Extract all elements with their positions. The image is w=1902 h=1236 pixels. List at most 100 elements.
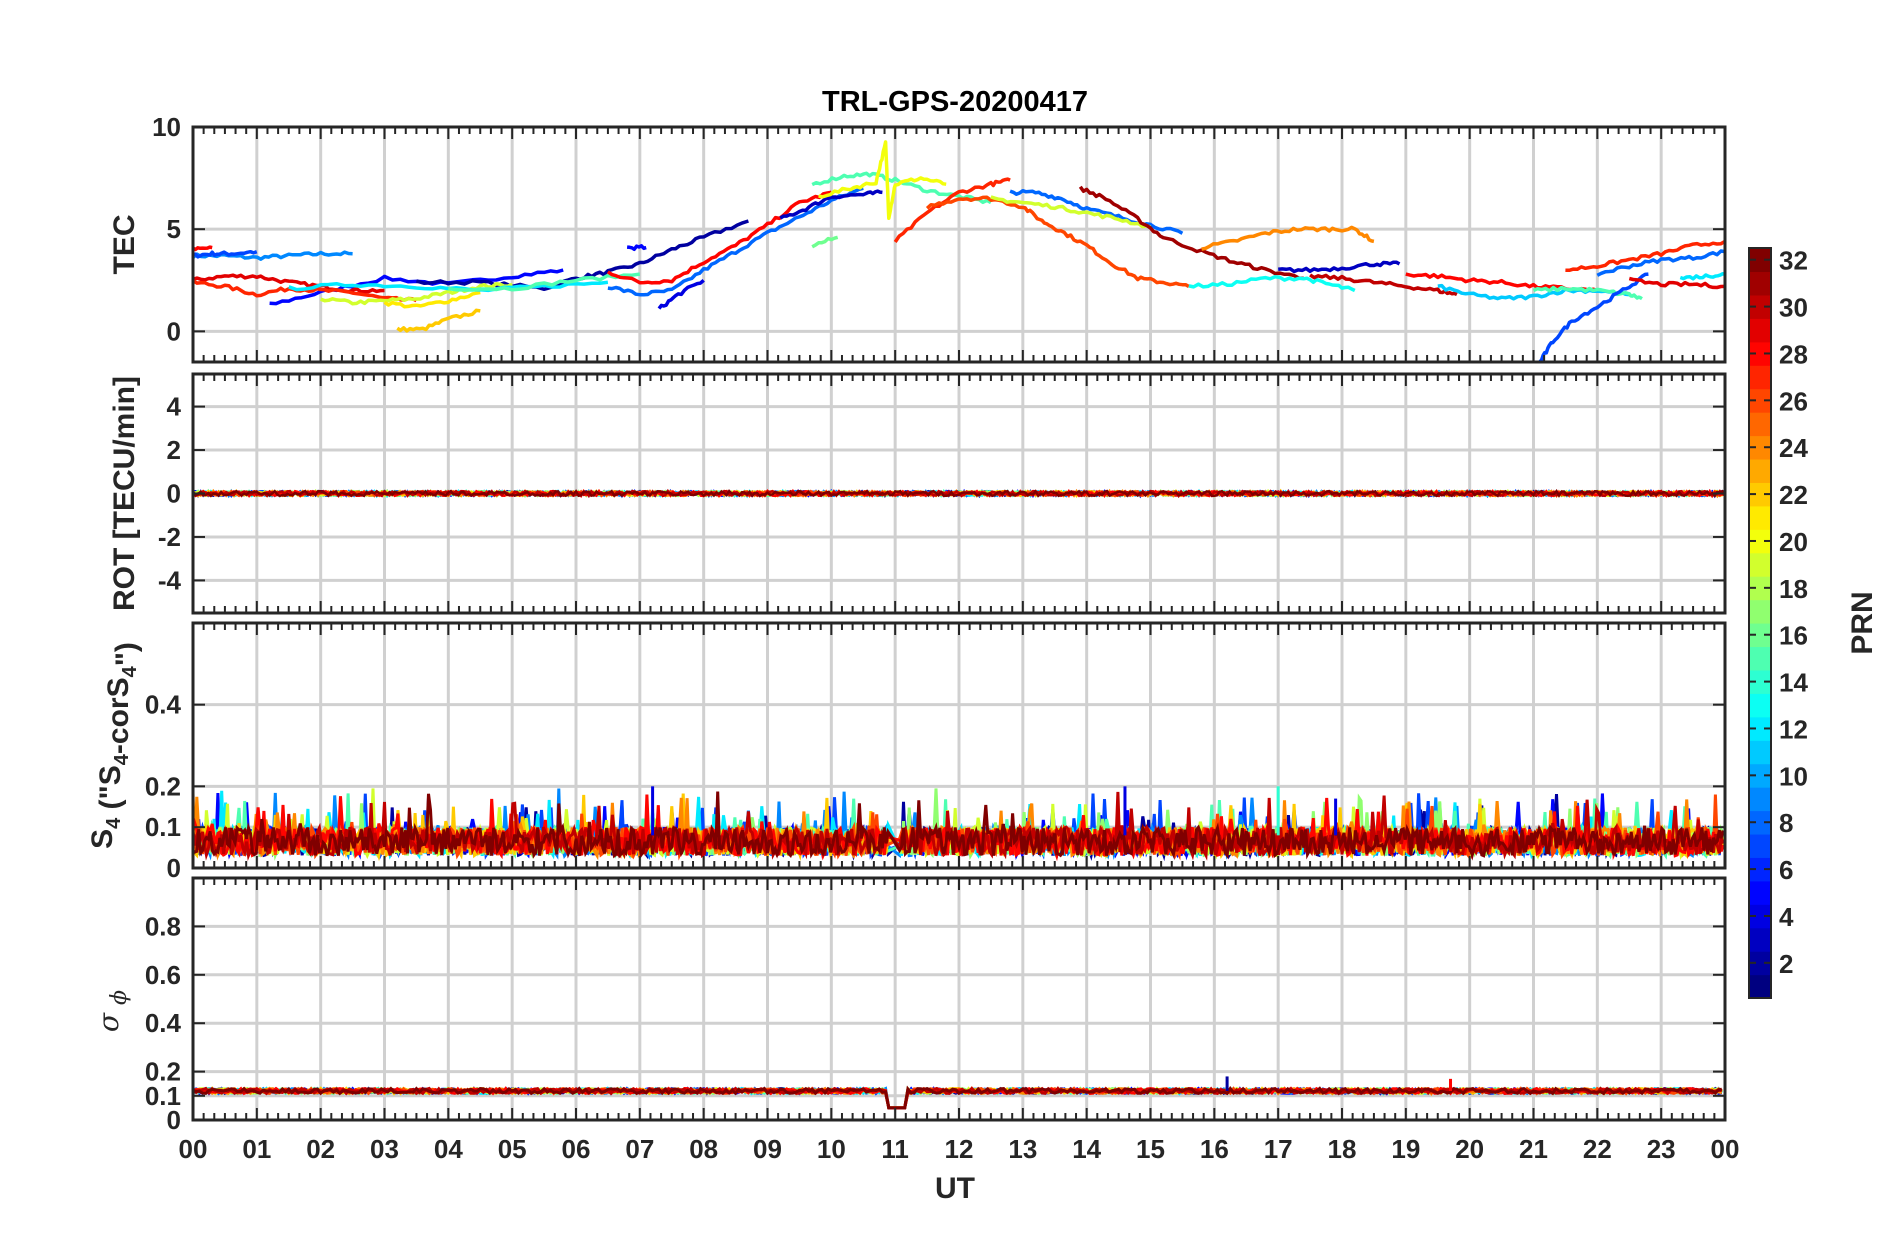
colorbar-swatch-prn-16: [1749, 623, 1771, 648]
tec-series-prn-7-1: [193, 249, 258, 259]
axis-ticks-s4: [192, 623, 1726, 869]
colorbar-swatch-prn-18: [1749, 576, 1771, 601]
colorbar-swatch-prn-11: [1749, 740, 1771, 765]
tec-series-prn-28-2: [193, 245, 213, 252]
colorbar-swatch-prn-5: [1749, 880, 1771, 905]
y-tick-label-sigphi: 0: [167, 1105, 181, 1135]
tec-series-prn-3-27: [1278, 260, 1401, 274]
tec-series-prn-15-11: [448, 272, 641, 292]
colorbar-swatch-prn-17: [1749, 599, 1771, 624]
colorbar-label: PRN: [1846, 591, 1879, 654]
y-tick-label-sigphi: 0.4: [145, 1008, 182, 1038]
x-tick-label: 11: [881, 1134, 909, 1164]
y-tick-label-sigphi: 0.1: [145, 1081, 181, 1111]
x-tick-label: 06: [562, 1134, 591, 1164]
chart-title: TRL-GPS-20200417: [822, 86, 1088, 118]
colorbar-tick-label: 30: [1779, 293, 1808, 323]
x-tick-label: 23: [1647, 1134, 1676, 1164]
y-tick-label-rot: 0: [167, 479, 181, 509]
colorbar-swatch-prn-20: [1749, 529, 1771, 554]
x-tick-label: 04: [434, 1134, 463, 1164]
y-axis-label-sigphi: σϕ: [92, 990, 132, 1032]
x-tick-label: 10: [817, 1134, 846, 1164]
tec-series-prn-19-7: [320, 281, 513, 306]
data-tec: [193, 140, 1725, 362]
tec-series-prn-15-31: [1532, 285, 1643, 301]
y-tick-label-rot: 4: [167, 392, 182, 422]
panel-sigphi: 00.10.2 0.4 0.6 0.8 σϕ: [92, 876, 1727, 1135]
tec-series-prn-15-17: [811, 171, 992, 205]
colorbar-swatch-prn-27: [1749, 365, 1771, 390]
colorbar-tick-label: 32: [1779, 246, 1808, 276]
sigphi-series-prn-32: [193, 1085, 1723, 1110]
tec-series-prn-24-25: [1201, 225, 1375, 251]
tec-series-prn-28-13: [606, 190, 832, 285]
rot-series-prn-30: [193, 488, 1725, 499]
x-tick-label: 12: [945, 1134, 974, 1164]
tec-series-prn-27-34: [1565, 239, 1725, 273]
colorbar-tick-label: 4: [1779, 902, 1794, 932]
x-tick-label: 21: [1519, 1134, 1548, 1164]
x-tick-label: 00: [1711, 1134, 1740, 1164]
tec-series-prn-16-18: [811, 235, 839, 249]
colorbar-swatch-prn-9: [1749, 787, 1771, 812]
tec-series-prn-22-9: [396, 308, 481, 333]
tec-series-prn-13-26: [1188, 275, 1356, 293]
y-tick-label-sigphi: 0.2: [145, 1057, 181, 1087]
colorbar-swatch-prn-23: [1749, 458, 1771, 483]
grid-sigphi: [191, 878, 1727, 1122]
colorbar-tick-label: 14: [1779, 668, 1808, 698]
x-tick-labels: 00 01 02 03 04 05 06 07 08 09 10 11 12 13 14 15 16 17 18 19…: [179, 1134, 1740, 1164]
y-axis-label-tec: TEC: [108, 215, 141, 275]
y-tick-label-rot: 2: [167, 435, 181, 465]
tec-series-prn-19-23: [990, 195, 1152, 229]
colorbar-tick-label: 12: [1779, 714, 1808, 744]
x-tick-label: 02: [306, 1134, 335, 1164]
y-tick-label-sigphi: 0.8: [145, 911, 181, 941]
tec-series-prn-27-20: [893, 177, 1011, 243]
y-axis-label-rot: ROT [TECU/min]: [108, 376, 141, 611]
x-tick-label: 07: [625, 1134, 654, 1164]
x-tick-label: 18: [1328, 1134, 1357, 1164]
data-sigphi: [193, 1076, 1723, 1110]
x-axis-label: UT: [935, 1172, 975, 1205]
s4-series-prn-32: [193, 791, 1725, 861]
colorbar-swatch-prn-1: [1749, 974, 1771, 999]
colorbar-tick-label: 8: [1779, 808, 1793, 838]
colorbar-tick-label: 6: [1779, 855, 1793, 885]
colorbar-swatch-prn-4: [1749, 904, 1771, 929]
colorbar-swatch-prn-26: [1749, 388, 1771, 413]
tec-series-prn-31-24: [1078, 185, 1304, 280]
x-tick-label: 15: [1136, 1134, 1165, 1164]
colorbar-frame: [1748, 247, 1772, 999]
tec-series-prn-8-12: [607, 186, 864, 297]
colorbar-tick-label: 18: [1779, 574, 1808, 604]
colorbar-swatch-prn-30: [1749, 294, 1771, 319]
colorbar-swatch-prn-14: [1749, 669, 1771, 694]
data-s4: [193, 786, 1725, 862]
panel-rot: -4 -2 0 2 4 ROT [TECU/min]: [108, 372, 1727, 615]
x-tick-label: 14: [1072, 1134, 1101, 1164]
colorbar-swatch-prn-19: [1749, 552, 1771, 577]
data-rot: [193, 488, 1725, 499]
tec-series-prn-29-35: [1628, 276, 1725, 290]
tec-series-prn-7-32: [1538, 272, 1649, 362]
y-tick-label-s4: 0.4: [145, 690, 182, 720]
colorbar-swatch-prn-21: [1749, 505, 1771, 530]
panel-tec: 0 5 10 TEC: [108, 112, 1727, 364]
tec-series-prn-29-5: [193, 273, 385, 294]
axis-ticks-sigphi: [192, 878, 1726, 1121]
colorbar-swatch-prn-28: [1749, 341, 1771, 366]
x-tick-label: 00: [179, 1134, 208, 1164]
x-tick-label: 01: [242, 1134, 271, 1164]
x-tick-label: 20: [1455, 1134, 1484, 1164]
colorbar-swatch-prn-2: [1749, 951, 1771, 976]
x-tick-label: 09: [753, 1134, 782, 1164]
colorbar-swatch-prn-10: [1749, 763, 1771, 788]
y-tick-label-tec: 10: [152, 112, 181, 142]
y-tick-label-rot: -4: [158, 565, 182, 595]
colorbar-swatch-prn-31: [1749, 271, 1771, 296]
y-tick-label-tec: 0: [167, 316, 181, 346]
